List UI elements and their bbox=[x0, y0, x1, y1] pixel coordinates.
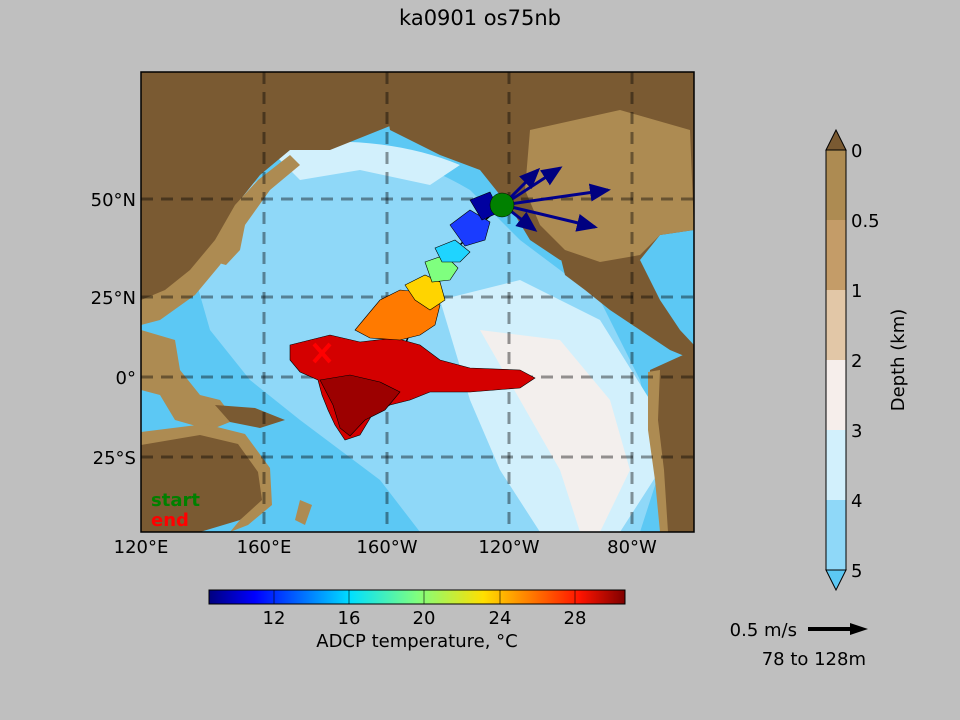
depth-tick-label: 5 bbox=[851, 561, 862, 582]
land-southeast-asia bbox=[141, 330, 235, 430]
legend-end-label: end bbox=[151, 510, 189, 531]
temperature-tick-label: 16 bbox=[338, 608, 361, 629]
depth-band bbox=[826, 500, 846, 570]
lat-tick-label: 50°N bbox=[91, 190, 136, 211]
velocity-scale: 0.5 m/s 78 to 128m bbox=[730, 620, 868, 670]
legend-start-label: start bbox=[151, 490, 200, 511]
temperature-colorbar: 12 16 20 24 28 ADCP temperature, °C bbox=[208, 589, 626, 652]
lon-tick-label: 160°E bbox=[237, 537, 292, 558]
longitude-tick-labels: 120°E 160°E 160°W 120°W 80°W bbox=[114, 537, 657, 558]
depth-band bbox=[826, 150, 846, 220]
depth-tick-label: 2 bbox=[851, 351, 862, 372]
depth-band bbox=[826, 220, 846, 290]
depth-tick-label: 4 bbox=[851, 491, 862, 512]
depth-tick-label: 1 bbox=[851, 281, 862, 302]
ocean-shallow-north bbox=[270, 141, 460, 185]
velocity-arrows bbox=[289, 191, 536, 441]
lon-tick-label: 80°W bbox=[607, 537, 657, 558]
latitude-tick-labels: 50°N 25°N 0° 25°S bbox=[91, 190, 136, 469]
temperature-tick-label: 28 bbox=[564, 608, 587, 629]
velocity-arrow-cluster-cyan bbox=[434, 239, 471, 263]
lat-tick-label: 0° bbox=[116, 368, 136, 389]
lat-tick-label: 25°S bbox=[93, 448, 136, 469]
velocity-arrow-cluster-blue bbox=[449, 209, 491, 247]
land-australia-coast bbox=[141, 424, 272, 532]
temperature-colorbar-gradient bbox=[208, 589, 626, 605]
land-japan bbox=[215, 215, 245, 265]
land-central-america bbox=[560, 255, 694, 360]
depth-colorbar-top-extension bbox=[825, 128, 847, 151]
plot-title: ka0901 os75nb bbox=[399, 6, 561, 30]
velocity-depth-range: 78 to 128m bbox=[762, 649, 866, 670]
map-frame bbox=[140, 71, 695, 533]
map-panel: start end bbox=[141, 72, 694, 532]
depth-colorbar-frame bbox=[825, 149, 847, 571]
velocity-arrow-cluster-warm-dark bbox=[319, 374, 401, 437]
temperature-tick-label: 24 bbox=[489, 608, 512, 629]
lat-tick-label: 25°N bbox=[91, 288, 136, 309]
depth-tick-label: 0 bbox=[851, 141, 862, 162]
depth-colorbar-bottom-extension bbox=[825, 569, 847, 592]
depth-tick-label: 0.5 bbox=[851, 211, 880, 232]
depth-tick-label: 3 bbox=[851, 421, 862, 442]
land-south-america-coast bbox=[648, 370, 668, 532]
land-new-guinea bbox=[215, 405, 285, 428]
land-australia bbox=[141, 430, 265, 532]
lon-tick-label: 120°W bbox=[478, 537, 539, 558]
temperature-colorbar-label: ADCP temperature, °C bbox=[316, 631, 517, 652]
depth-band bbox=[826, 360, 846, 430]
temperature-tick-label: 20 bbox=[413, 608, 436, 629]
depth-band bbox=[826, 430, 846, 500]
temperature-tick-label: 12 bbox=[263, 608, 286, 629]
land-asia-coast bbox=[141, 155, 300, 325]
lon-tick-label: 160°W bbox=[356, 537, 417, 558]
depth-band bbox=[826, 290, 846, 360]
velocity-arrow-cluster-yellow bbox=[404, 274, 446, 311]
velocity-scale-arrow-head bbox=[850, 623, 868, 635]
end-marker bbox=[312, 342, 332, 364]
velocity-scale-label: 0.5 m/s bbox=[730, 620, 797, 641]
land-new-zealand bbox=[295, 500, 312, 525]
depth-colorbar: 0 0.5 1 2 3 4 5 Depth (km) bbox=[825, 128, 909, 592]
land-asia bbox=[141, 72, 440, 305]
depth-colorbar-label: Depth (km) bbox=[888, 309, 909, 412]
lon-tick-label: 120°E bbox=[114, 537, 169, 558]
depth-tick-labels: 0 0.5 1 2 3 4 5 bbox=[851, 141, 880, 582]
start-marker bbox=[489, 192, 515, 218]
